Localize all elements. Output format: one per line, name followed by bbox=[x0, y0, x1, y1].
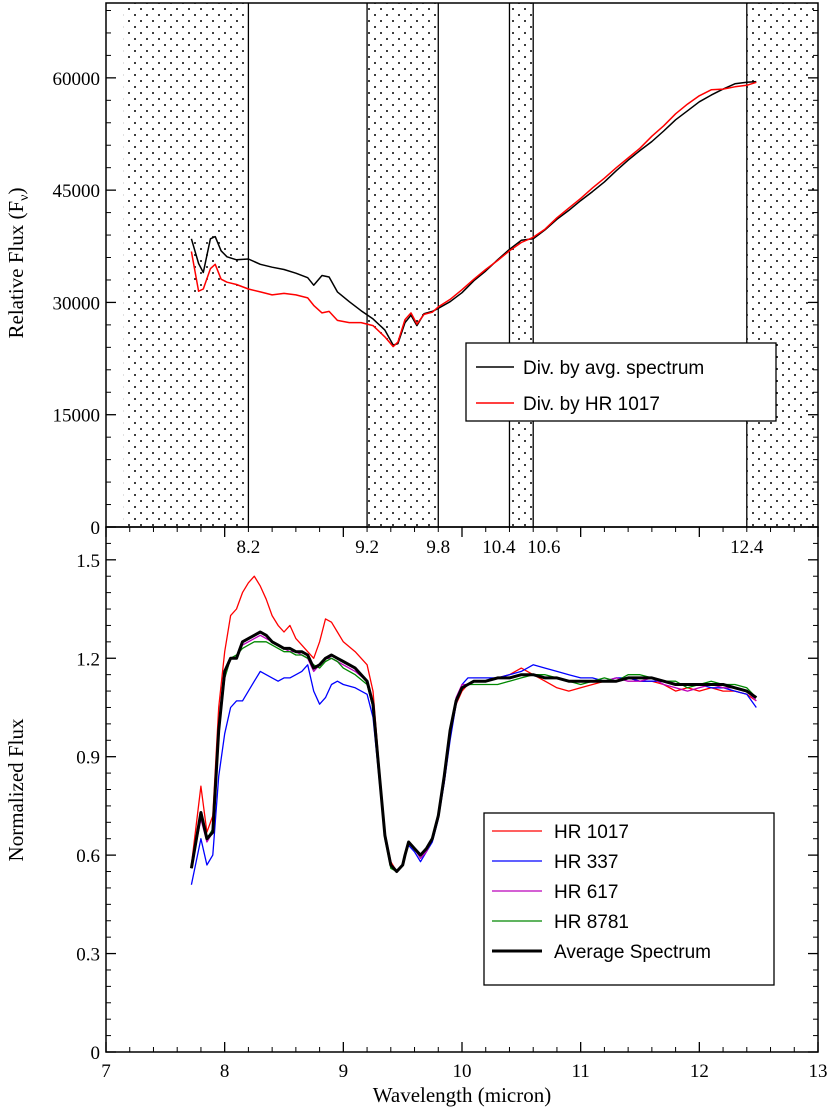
legend-label: Div. by avg. spectrum bbox=[523, 358, 704, 379]
top-y-axis: 0 15000 30000 45000 60000 bbox=[53, 9, 818, 539]
legend-label: HR 1017 bbox=[554, 822, 629, 843]
legend-label: HR 617 bbox=[554, 882, 618, 903]
y-tick-label: 60000 bbox=[53, 69, 101, 90]
boundary-label: 8.2 bbox=[237, 537, 261, 558]
boundary-label: 10.4 bbox=[482, 537, 516, 558]
y-tick-label: 0 bbox=[91, 1043, 101, 1064]
x-tick-label: 13 bbox=[809, 1061, 828, 1082]
dotted-regions bbox=[123, 3, 816, 527]
y-tick-label: 1.5 bbox=[76, 551, 100, 572]
y-tick-label: 0.9 bbox=[76, 748, 100, 769]
x-tick-label: 12 bbox=[690, 1061, 709, 1082]
x-tick-label: 9 bbox=[339, 1061, 349, 1082]
legend-box bbox=[483, 812, 775, 986]
y-tick-label: 0 bbox=[91, 518, 101, 539]
dotted-region bbox=[746, 3, 816, 527]
legend-label: Average Spectrum bbox=[554, 942, 711, 963]
dotted-region bbox=[367, 3, 439, 527]
dotted-region bbox=[123, 3, 249, 527]
top-series-group bbox=[190, 80, 757, 348]
y-tick-label: 1.2 bbox=[76, 649, 100, 670]
boundary-label: 10.6 bbox=[527, 537, 560, 558]
bottom-y-axis-title: Normalized Flux bbox=[4, 718, 28, 861]
legend-box bbox=[465, 342, 777, 422]
bottom-y-axis: 0 0.3 0.6 0.9 1.2 1.5 bbox=[76, 526, 818, 1064]
y-tick-label: 0.6 bbox=[76, 846, 100, 867]
legend-label: HR 337 bbox=[554, 852, 618, 873]
dotted-region bbox=[509, 3, 534, 527]
x-tick-label: 7 bbox=[101, 1061, 111, 1082]
series-line bbox=[190, 80, 757, 346]
boundary-label: 9.8 bbox=[426, 537, 450, 558]
y-tick-label: 45000 bbox=[53, 181, 101, 202]
bottom-panel: 7 8 9 10 11 12 13 0 0.3 0.6 0.9 1.2 1.5 Normalized … bbox=[4, 526, 828, 1107]
bottom-legend: HR 1017 HR 337 HR 617 HR 8781 Average Spectr… bbox=[483, 812, 775, 986]
bottom-series-group bbox=[189, 575, 758, 885]
series-line bbox=[189, 630, 758, 873]
series-line bbox=[190, 81, 757, 348]
y-tick-label: 0.3 bbox=[76, 945, 100, 966]
x-tick-label: 8 bbox=[220, 1061, 230, 1082]
legend-label: HR 8781 bbox=[554, 912, 629, 933]
x-tick-label: 11 bbox=[572, 1061, 590, 1082]
top-panel: 0 15000 30000 45000 60000 8.2 9.2 9.8 10.4 10.6 1… bbox=[4, 3, 818, 558]
boundary-lines bbox=[247, 3, 748, 527]
boundary-label: 12.4 bbox=[730, 537, 764, 558]
legend-label: Div. by HR 1017 bbox=[523, 394, 660, 415]
x-tick-label: 10 bbox=[453, 1061, 472, 1082]
top-legend: Div. by avg. spectrum Div. by HR 1017 bbox=[465, 342, 777, 422]
top-y-axis-title: Relative Flux (Fν) bbox=[4, 187, 32, 338]
bottom-plot-frame bbox=[105, 526, 819, 1053]
x-axis-title: Wavelength (micron) bbox=[373, 1083, 552, 1107]
boundary-label: 9.2 bbox=[355, 537, 379, 558]
y-tick-label: 15000 bbox=[53, 406, 101, 427]
bottom-x-axis: 7 8 9 10 11 12 13 bbox=[101, 527, 828, 1082]
y-tick-label: 30000 bbox=[53, 293, 101, 314]
boundary-labels: 8.2 9.2 9.8 10.4 10.6 12.4 bbox=[237, 537, 764, 558]
